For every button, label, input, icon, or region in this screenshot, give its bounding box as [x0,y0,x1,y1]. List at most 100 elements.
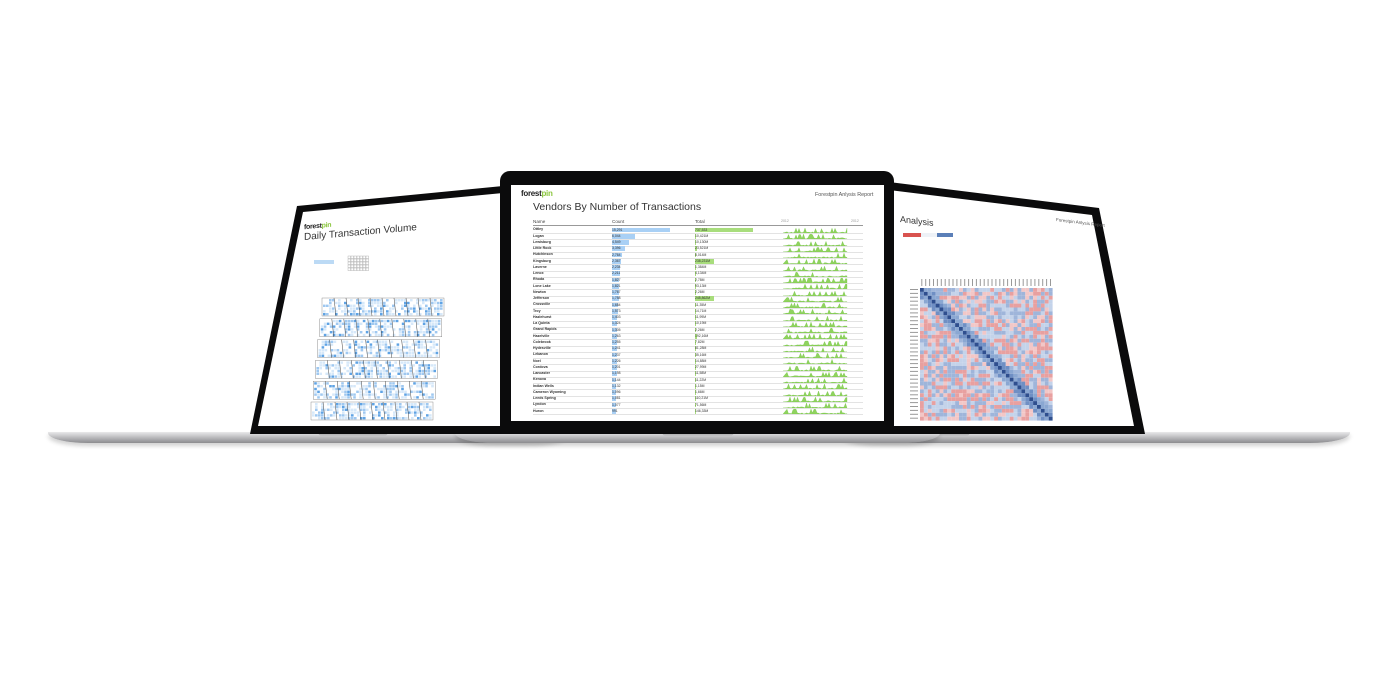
legend-cell [359,261,363,265]
correlation-cell [978,416,983,421]
correlation-cell [1029,412,1034,417]
correlation-cell [1037,385,1041,390]
calendar-day-cell [333,411,336,414]
correlation-cell [1001,319,1006,324]
sparkline-area [783,296,848,302]
calendar-day-cell [410,385,413,388]
trend-sparkline [783,246,848,252]
calendar-day-cell [393,414,396,417]
calendar-day-cell [386,390,389,393]
calendar-day-cell [398,328,402,331]
calendar-day-cell [314,393,317,396]
count-value: 2,211 [612,271,621,276]
correlation-cell [920,366,924,370]
correlation-cell [1040,408,1045,413]
calendar-day-cell [401,307,404,310]
calendar-day-cell [338,307,341,310]
calendar-day-cell [347,322,351,325]
correlation-cell [1048,330,1053,335]
correlation-cell [943,412,948,417]
correlation-cell [1025,342,1030,347]
calendar-day-cell [323,325,327,328]
calendar-day-cell [381,408,384,411]
calendar-day-cell [324,343,328,346]
correlation-cell [978,373,983,378]
correlation-cell [939,303,944,308]
vendor-name: Laverne [533,264,547,269]
correlation-cell [970,358,975,363]
calendar-day-cell [425,319,429,323]
legend-cell [350,255,354,259]
correlation-cell [1013,342,1018,347]
row-label [910,351,918,353]
total-bar [695,340,696,345]
trend-sparkline [783,233,848,240]
correlation-cell [1017,408,1022,413]
correlation-cell [1013,319,1018,324]
correlation-cell [1021,342,1026,347]
correlation-cell [947,401,952,405]
legend-cell [362,258,366,262]
correlation-cell [1040,303,1045,308]
total-value: 10,130M [695,240,709,244]
calendar-day-cell [440,313,443,316]
correlation-cell [1009,397,1014,402]
row-label [910,304,918,306]
calendar-day-cell [344,390,347,393]
correlation-cell [935,408,940,413]
calendar-day-cell [346,361,349,364]
calendar-day-cell [341,322,345,325]
calendar-day-cell [393,403,396,406]
correlation-cell [959,303,963,308]
row-label [910,409,918,411]
calendar-day-cell [395,390,398,393]
correlation-cell [939,377,944,382]
calendar-day-cell [314,390,317,393]
correlation-cell [931,299,936,304]
correlation-cell [931,405,936,409]
calendar-day-cell [367,369,370,373]
legend-cell [350,258,354,262]
correlation-cell [1025,338,1030,343]
correlation-cell [935,373,940,378]
correlation-cell [998,366,1002,370]
calendar-day-cell [394,369,397,373]
correlation-cell [1009,373,1014,378]
legend-cell [365,261,369,265]
calendar-day-cell [338,325,342,328]
correlation-cell [1048,299,1053,304]
calendar-day-cell [426,351,430,355]
calendar-day-cell [413,310,416,313]
correlation-cell [982,319,987,324]
calendar-day-cell [376,364,379,367]
calendar-day-cell [360,349,364,352]
correlation-cell [920,346,924,351]
count-value: 1,305 [612,327,621,332]
calendar-day-cell [351,414,354,417]
calendar-day-cell [405,354,409,357]
calendar-day-cell [384,411,387,414]
calendar-day-cell [429,417,432,420]
correlation-cell [1037,291,1041,296]
calendar-day-cell [346,364,349,367]
calendar-day-cell [381,349,385,352]
correlation-cell [970,323,975,327]
calendar-day-cell [321,354,325,357]
calendar-day-cell [395,301,398,305]
calendar-day-cell [349,372,352,375]
month-divider [341,339,344,358]
correlation-cell [1021,346,1026,351]
correlation-cell [962,330,967,335]
calendar-day-cell [382,369,385,373]
correlation-cell [939,405,944,409]
correlation-cell [1033,315,1037,320]
correlation-cell [923,303,928,308]
correlation-cell [966,334,971,339]
total-bar [695,377,696,383]
column-label [1030,279,1032,286]
calendar-day-cell [421,372,424,375]
correlation-cell [1021,338,1026,343]
calendar-day-cell [336,351,340,355]
legend-cell [365,255,369,259]
correlation-cell [1009,330,1014,335]
